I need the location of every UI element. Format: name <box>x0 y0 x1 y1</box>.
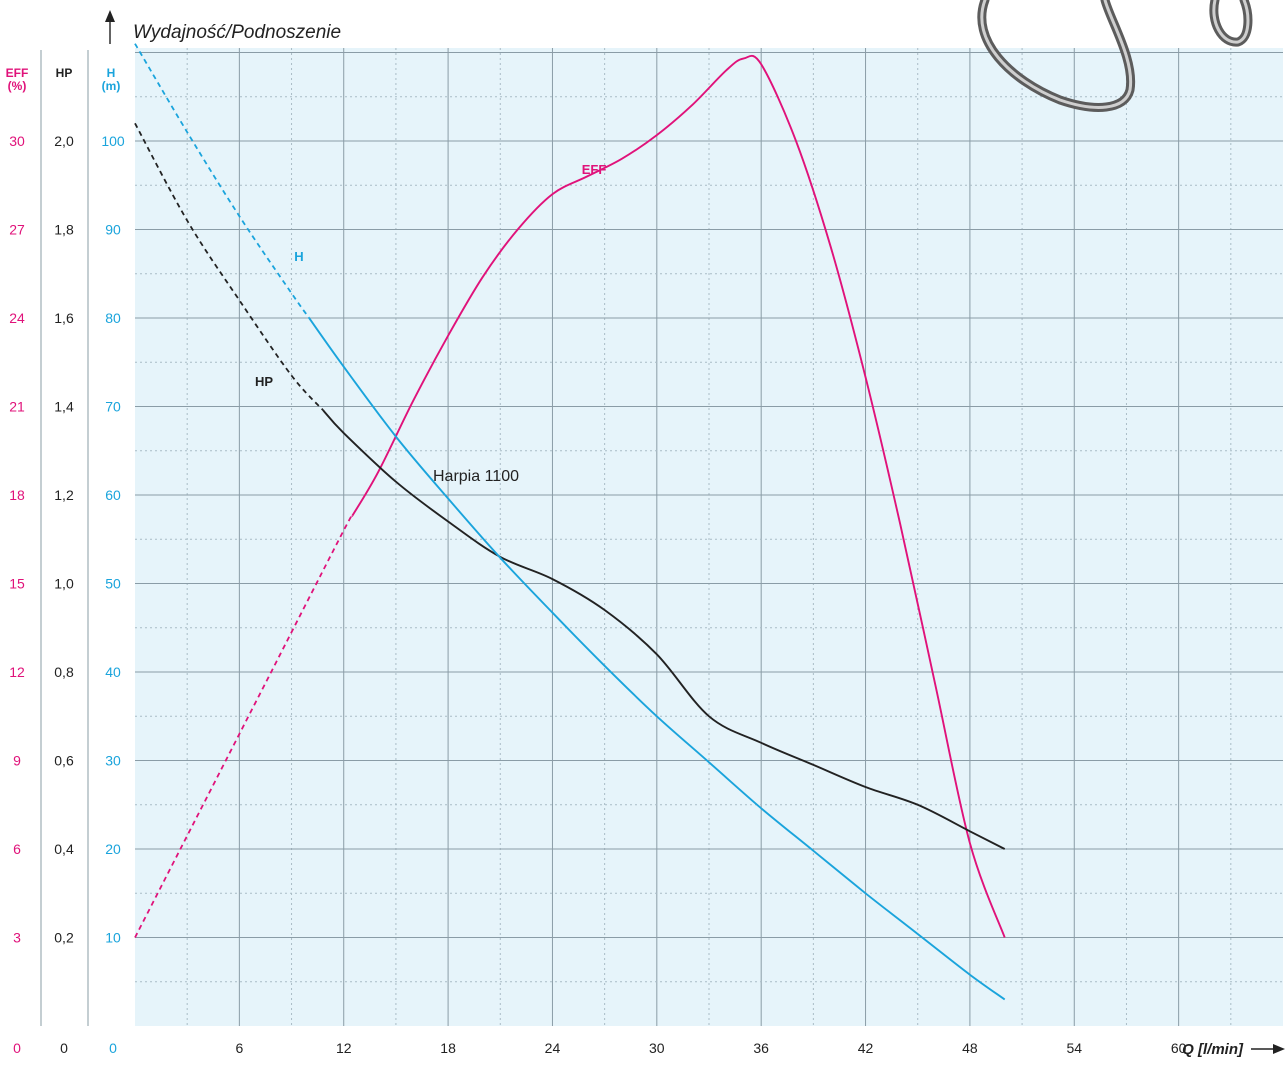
x-tick-label: 48 <box>962 1040 978 1056</box>
eff-tick-label: 6 <box>13 841 21 857</box>
y-tick-labels: 3 0,2 10 6 0,4 20 9 0,6 30 12 0,8 40 15 1,0 50 18 1,2 60 2… <box>9 133 125 946</box>
hp-tick-label: 2,0 <box>54 133 74 149</box>
h-tick-label: 10 <box>105 930 121 946</box>
eff-curve <box>351 54 1006 938</box>
series-group <box>134 43 1006 1001</box>
y-axis-arrow-head <box>105 10 115 22</box>
x-tick-label: 18 <box>440 1040 456 1056</box>
eff-axis-unit: (%) <box>8 79 27 93</box>
eff-tick-label: 30 <box>9 133 25 149</box>
h-tick-label: 40 <box>105 664 121 680</box>
eff-axis-header: EFF <box>6 66 29 80</box>
h-axis-header: H <box>107 66 116 80</box>
hp-tick-label: 1,6 <box>54 310 74 326</box>
hp-tick-label: 1,0 <box>54 576 74 592</box>
h-curve-label: H <box>294 249 303 264</box>
hp-curve-label: HP <box>255 374 273 389</box>
x-tick-labels: 6 12 18 24 30 36 42 48 54 60 <box>235 1040 1186 1056</box>
hp-tick-label: 0,6 <box>54 753 74 769</box>
hp-curve <box>322 409 1006 850</box>
hp-tick-label: 0,2 <box>54 930 74 946</box>
eff-tick-label: 18 <box>9 487 25 503</box>
eff-tick-label: 27 <box>9 222 25 238</box>
h-curve <box>308 317 1006 1001</box>
eff-tick-label: 24 <box>9 310 25 326</box>
hp-curve-extrapolated <box>134 122 324 411</box>
hp-zero-label: 0 <box>60 1040 68 1056</box>
eff-curve-label: EFF <box>582 162 607 177</box>
x-axis-arrow-head <box>1273 1044 1285 1054</box>
h-tick-label: 80 <box>105 310 121 326</box>
hp-axis-header: HP <box>56 66 73 80</box>
h-tick-label: 50 <box>105 576 121 592</box>
x-tick-label: 6 <box>235 1040 243 1056</box>
h-zero-label: 0 <box>109 1040 117 1056</box>
x-tick-label: 60 <box>1171 1040 1187 1056</box>
eff-tick-label: 21 <box>9 399 25 415</box>
model-name-label: Harpia 1100 <box>433 468 519 485</box>
x-tick-label: 36 <box>753 1040 769 1056</box>
pump-cable-image <box>977 0 1253 112</box>
h-tick-label: 90 <box>105 222 121 238</box>
eff-zero-label: 0 <box>13 1040 21 1056</box>
h-tick-label: 100 <box>101 133 125 149</box>
hp-tick-label: 1,8 <box>54 222 74 238</box>
grid <box>135 48 1283 1026</box>
x-axis-title: Q [l/min] <box>1182 1041 1244 1058</box>
chart-title: Wydajność/Podnoszenie <box>133 22 341 43</box>
x-tick-label: 42 <box>858 1040 874 1056</box>
x-tick-label: 54 <box>1066 1040 1082 1056</box>
h-tick-label: 20 <box>105 841 121 857</box>
h-tick-label: 30 <box>105 753 121 769</box>
hp-tick-label: 0,4 <box>54 841 74 857</box>
eff-tick-label: 3 <box>13 930 21 946</box>
hp-tick-label: 1,2 <box>54 487 74 503</box>
x-tick-label: 24 <box>545 1040 561 1056</box>
h-axis-unit: (m) <box>102 79 121 93</box>
h-tick-label: 60 <box>105 487 121 503</box>
eff-tick-label: 9 <box>13 753 21 769</box>
x-tick-label: 12 <box>336 1040 352 1056</box>
x-tick-label: 30 <box>649 1040 665 1056</box>
h-tick-label: 70 <box>105 399 121 415</box>
hp-tick-label: 1,4 <box>54 399 74 415</box>
hp-tick-label: 0,8 <box>54 664 74 680</box>
eff-tick-label: 12 <box>9 664 25 680</box>
eff-tick-label: 15 <box>9 576 25 592</box>
